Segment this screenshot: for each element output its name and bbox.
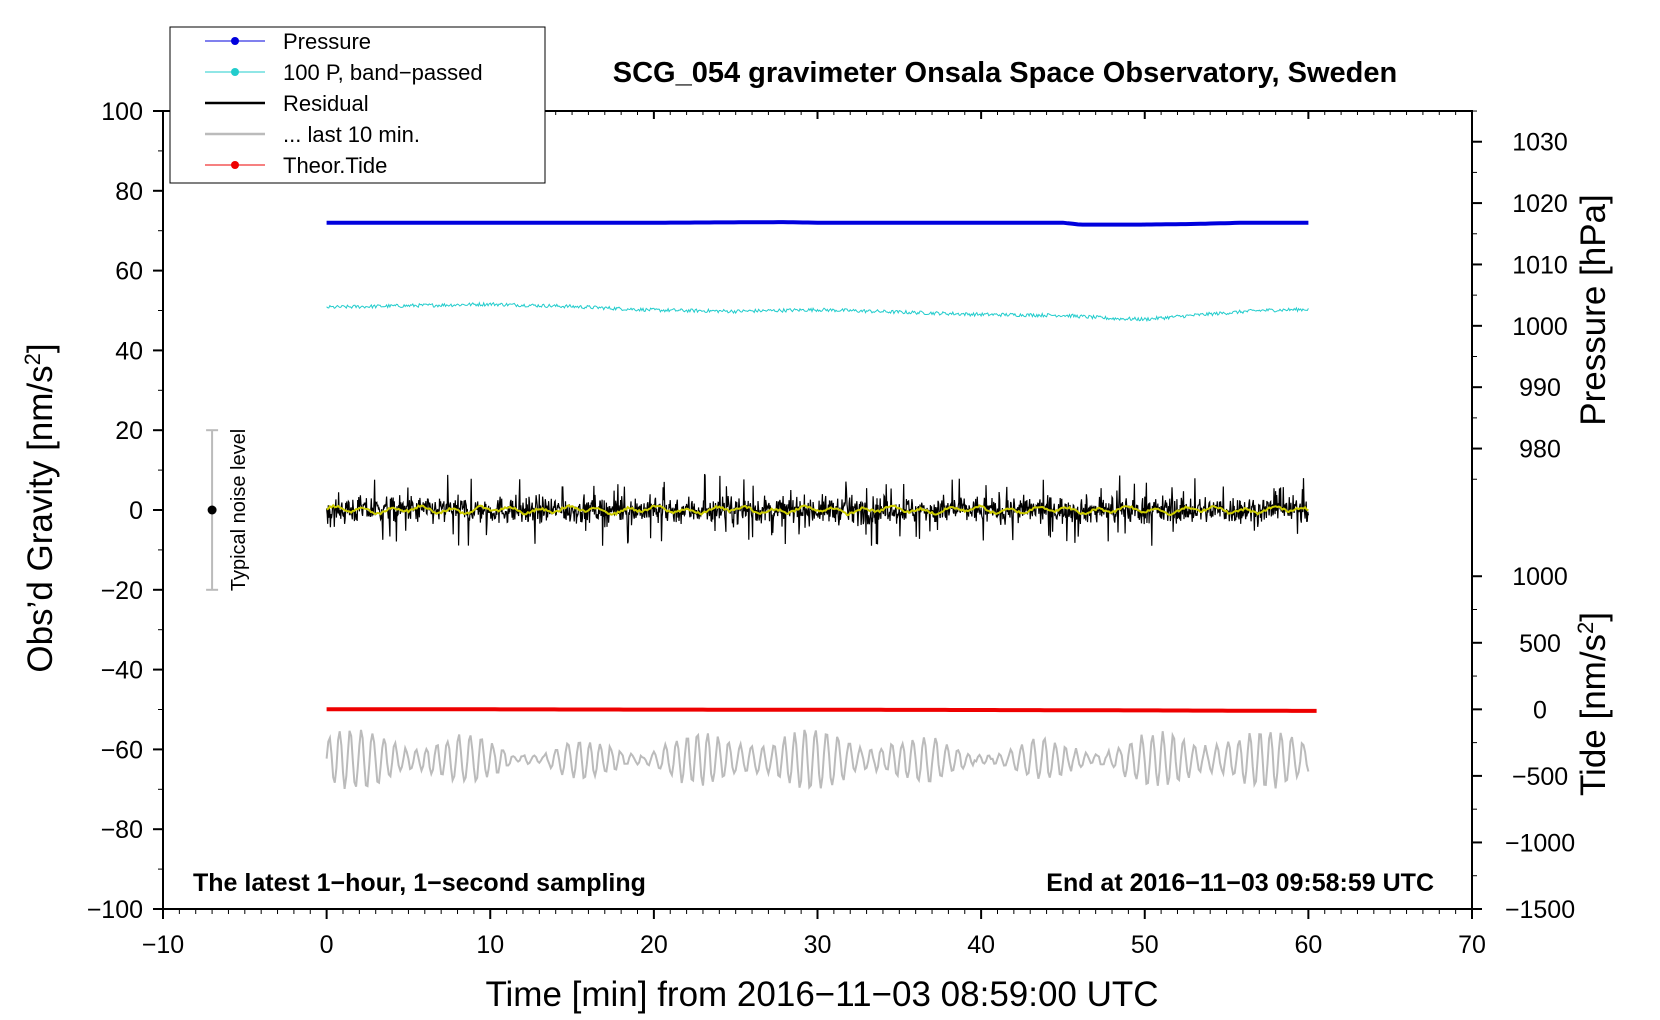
- x-tick-label: 40: [967, 931, 995, 959]
- y-left-tick-label: 0: [129, 497, 143, 525]
- noise-bar-label: Typical noise level: [228, 429, 250, 591]
- series-residual-smoothed: [326, 503, 1309, 517]
- x-tick-label: −10: [142, 931, 184, 959]
- pressure-tick-label: 1030: [1512, 129, 1568, 157]
- legend-box: [169, 26, 546, 184]
- tide-tick-label: −1000: [1505, 829, 1575, 857]
- x-tick-label: 70: [1458, 931, 1486, 959]
- y-left-tick-label: 100: [101, 98, 143, 126]
- legend-label: ... last 10 min.: [283, 122, 420, 147]
- tide-label-sup: 2: [1573, 622, 1598, 634]
- x-tick-label: 0: [320, 931, 334, 959]
- noise-bar-center-dot: [207, 505, 217, 515]
- series-last-10-min: [325, 729, 1310, 790]
- chart-title: SCG_054 gravimeter Onsala Space Observat…: [613, 57, 1397, 89]
- text-layer: SCG_054 gravimeter Onsala Space Observat…: [20, 57, 1614, 1014]
- series-theoretical-tide: [326, 707, 1317, 713]
- tide-tick-label: 1000: [1512, 563, 1568, 591]
- y-left-label-end: ]: [21, 343, 60, 353]
- y-left-tick-label: −80: [101, 816, 143, 844]
- legend-swatch-marker: [231, 161, 239, 169]
- pressure-tick-label: 980: [1519, 436, 1561, 464]
- legend-swatch-marker: [231, 37, 239, 45]
- tide-tick-label: 500: [1519, 630, 1561, 658]
- x-tick-label: 20: [640, 931, 668, 959]
- y-left-tick-label: 40: [115, 337, 143, 365]
- legend-label: Theor.Tide: [283, 153, 387, 178]
- pressure-axis-label: Pressure [hPa]: [1574, 194, 1613, 426]
- tide-tick-label: −500: [1512, 763, 1568, 791]
- tide-tick-label: 0: [1533, 696, 1547, 724]
- pressure-tick-label: 1010: [1512, 251, 1568, 279]
- legend: Pressure 100 P, band−passed Residual ... la…: [169, 26, 546, 184]
- tide-axis-label: Tide [nm/s2]: [1573, 612, 1614, 796]
- legend-label: Residual: [283, 91, 369, 116]
- x-tick-label: 50: [1131, 931, 1159, 959]
- pressure-tick-label: 990: [1519, 374, 1561, 402]
- tide-label-end: ]: [1574, 612, 1613, 622]
- y-left-tick-label: 60: [115, 258, 143, 286]
- axes-layer: −10 0 10 20 30 40 50 60 70100806040200−20−40−60−…: [87, 98, 1575, 959]
- x-axis-label: Time [min] from 2016−11−03 08:59:00 UTC: [485, 975, 1158, 1014]
- legend-label: 100 P, band−passed: [283, 60, 483, 85]
- tide-tick-label: −1500: [1505, 896, 1575, 924]
- sampling-annotation: The latest 1−hour, 1−second sampling: [193, 869, 646, 897]
- pressure-tick-label: 1000: [1512, 313, 1568, 341]
- y-left-tick-label: 80: [115, 178, 143, 206]
- pressure-tick-label: 1020: [1512, 190, 1568, 218]
- x-tick-label: 60: [1294, 931, 1322, 959]
- y-left-tick-label: −20: [101, 577, 143, 605]
- x-tick-label: 10: [476, 931, 504, 959]
- y-left-label-main: Obs’d Gravity [nm/s: [21, 365, 60, 672]
- y-left-tick-label: 20: [115, 417, 143, 445]
- y-left-tick-label: −100: [87, 896, 143, 924]
- series-pressure: [326, 220, 1309, 227]
- series-band-passed-pressure: [326, 301, 1309, 322]
- legend-label: Pressure: [283, 29, 371, 54]
- x-tick-label: 30: [804, 931, 832, 959]
- y-left-tick-label: −60: [101, 736, 143, 764]
- series-layer: Typical noise level: [206, 220, 1317, 790]
- y-left-tick-label: −40: [101, 657, 143, 685]
- tide-label-main: Tide [nm/s: [1574, 634, 1613, 796]
- legend-swatch-marker: [231, 68, 239, 76]
- y-left-axis-label: Obs’d Gravity [nm/s2]: [20, 343, 61, 672]
- y-left-label-sup: 2: [20, 353, 45, 365]
- series-residual: [326, 473, 1309, 546]
- end-time-annotation: End at 2016−11−03 09:58:59 UTC: [1046, 869, 1434, 897]
